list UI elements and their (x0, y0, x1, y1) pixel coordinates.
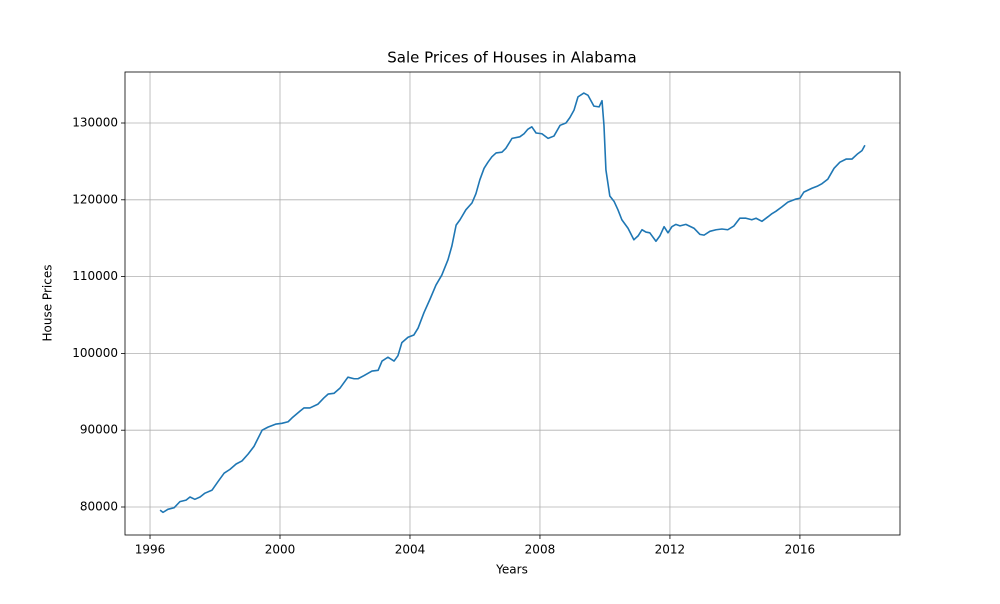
plot-frame (124, 71, 901, 536)
x-axis-label: Years (495, 563, 528, 577)
price-line (159, 92, 866, 514)
y-axis-label: House Prices (41, 265, 55, 342)
x-tick-label: 2000 (265, 543, 296, 557)
chart-title: Sale Prices of Houses in Alabama (387, 49, 636, 67)
y-tick-label: 90000 (80, 423, 118, 437)
x-tick-label: 2012 (655, 543, 686, 557)
y-tick-label: 110000 (72, 269, 118, 283)
y-tick-label: 80000 (80, 499, 118, 513)
x-tick-label: 2008 (525, 543, 556, 557)
y-tick-label: 130000 (72, 116, 118, 130)
y-tick-label: 100000 (72, 346, 118, 360)
x-tick-label: 2016 (785, 543, 816, 557)
x-tick-label: 2004 (395, 543, 426, 557)
y-tick-label: 120000 (72, 192, 118, 206)
x-tick-label: 1996 (135, 543, 166, 557)
